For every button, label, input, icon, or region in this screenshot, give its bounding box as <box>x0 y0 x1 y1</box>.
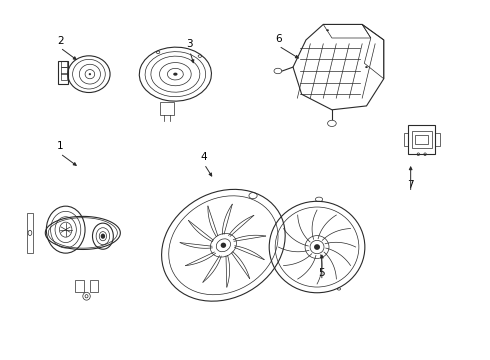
Text: 7: 7 <box>407 180 414 190</box>
Text: 4: 4 <box>201 152 207 162</box>
Ellipse shape <box>314 244 320 250</box>
Ellipse shape <box>220 243 226 248</box>
Ellipse shape <box>326 29 329 31</box>
Text: 1: 1 <box>57 141 63 152</box>
Ellipse shape <box>100 234 105 239</box>
Ellipse shape <box>89 73 91 75</box>
Ellipse shape <box>365 66 368 68</box>
Text: 5: 5 <box>318 269 325 279</box>
Text: 3: 3 <box>187 39 193 49</box>
Text: 6: 6 <box>275 34 282 44</box>
Ellipse shape <box>173 73 177 76</box>
Text: 2: 2 <box>57 36 63 46</box>
